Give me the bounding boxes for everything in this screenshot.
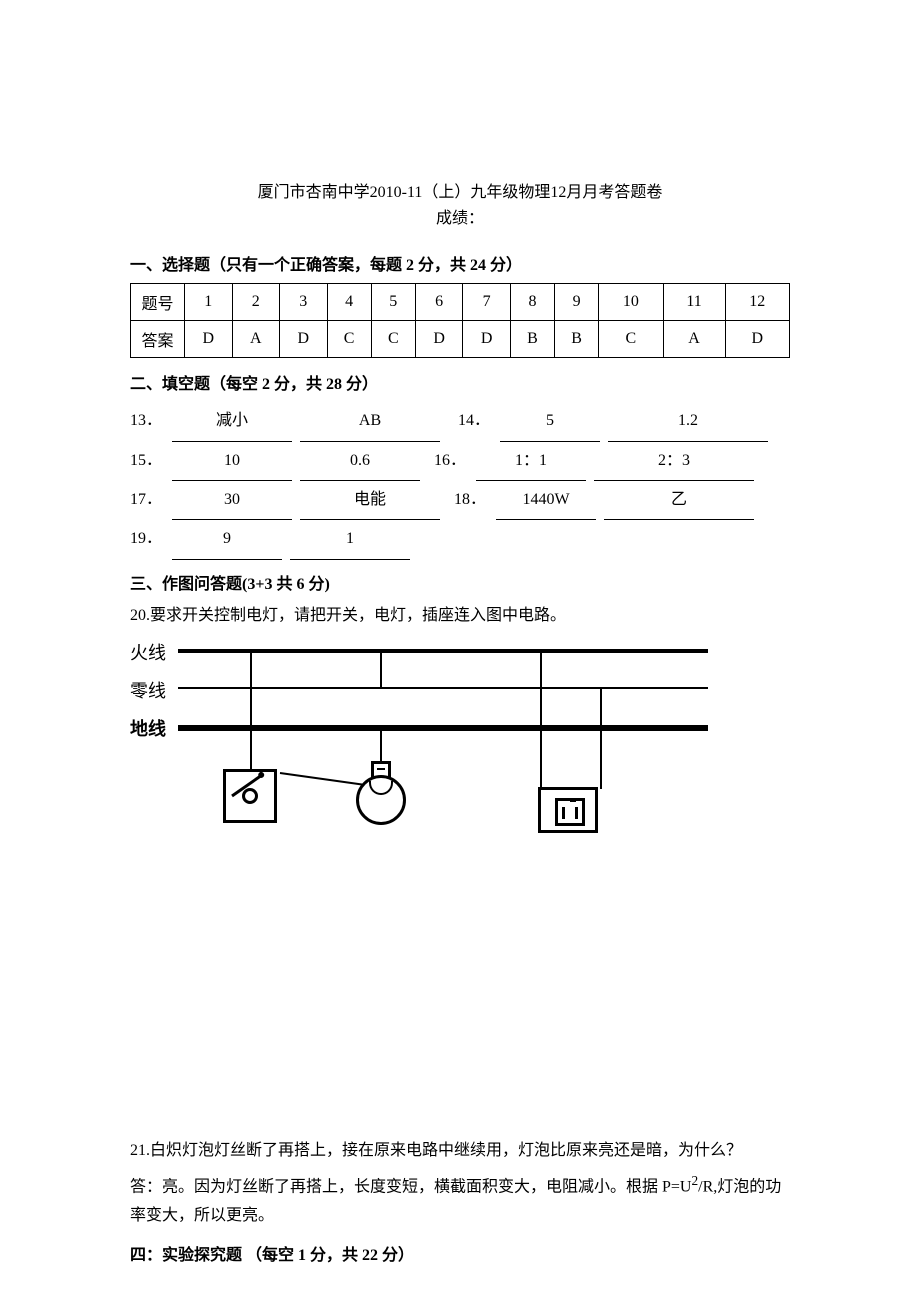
spacer bbox=[130, 867, 790, 1137]
switch-arm bbox=[231, 774, 262, 797]
mc-answer: A bbox=[663, 321, 725, 358]
blank: AB bbox=[300, 402, 440, 441]
table-row: 题号 1 2 3 4 5 6 7 8 9 10 11 12 bbox=[131, 284, 790, 321]
ground-wire bbox=[178, 725, 708, 731]
switch-icon bbox=[223, 769, 277, 823]
fill-row-15-16: 15． 10 0.6 16． 1：1 2：3 bbox=[130, 442, 790, 481]
mc-answer: C bbox=[327, 321, 371, 358]
qnum: 19． bbox=[130, 520, 162, 558]
fill-row-13-14: 13． 减小 AB 14． 5 1.2 bbox=[130, 402, 790, 441]
row-label: 题号 bbox=[131, 284, 185, 321]
mc-answer: C bbox=[599, 321, 663, 358]
wire-stub bbox=[250, 729, 252, 769]
blank: 乙 bbox=[604, 481, 754, 520]
blank: 10 bbox=[172, 442, 292, 481]
fill-row-17-18: 17． 30 电能 18． 1440W 乙 bbox=[130, 481, 790, 520]
score-label: 成绩： bbox=[130, 206, 790, 232]
live-wire-label: 火线 bbox=[130, 639, 166, 665]
col-num: 11 bbox=[663, 284, 725, 321]
col-num: 10 bbox=[599, 284, 663, 321]
col-num: 8 bbox=[510, 284, 554, 321]
blank: 2：3 bbox=[594, 442, 754, 481]
blank: 1.2 bbox=[608, 402, 768, 441]
col-num: 6 bbox=[415, 284, 463, 321]
col-num: 2 bbox=[232, 284, 280, 321]
wire-stub bbox=[600, 729, 602, 789]
mc-answer: D bbox=[463, 321, 511, 358]
qnum: 17． bbox=[130, 481, 162, 519]
mc-answer: D bbox=[280, 321, 328, 358]
mc-answer: B bbox=[510, 321, 554, 358]
wire-stub bbox=[380, 729, 382, 761]
col-num: 9 bbox=[555, 284, 599, 321]
mc-answer: D bbox=[725, 321, 789, 358]
col-num: 3 bbox=[280, 284, 328, 321]
col-num: 1 bbox=[185, 284, 233, 321]
ground-wire-label: 地线 bbox=[130, 715, 166, 741]
exam-title-block: 厦门市杏南中学2010-11（上）九年级物理12月月考答题卷 成绩： bbox=[130, 180, 790, 231]
wire-drop bbox=[540, 649, 542, 729]
wire-stub bbox=[540, 729, 542, 789]
exam-title: 厦门市杏南中学2010-11（上）九年级物理12月月考答题卷 bbox=[130, 180, 790, 206]
blank: 电能 bbox=[300, 481, 440, 520]
qnum: 14． bbox=[458, 402, 490, 440]
blank: 减小 bbox=[172, 402, 292, 441]
section2-heading: 二、填空题（每空 2 分，共 28 分） bbox=[130, 370, 790, 394]
blank: 1 bbox=[290, 520, 410, 559]
blank: 30 bbox=[172, 481, 292, 520]
section1-heading: 一、选择题（只有一个正确答案，每题 2 分，共 24 分） bbox=[130, 251, 790, 275]
q21-answer-part1: 答：亮。因为灯丝断了再搭上，长度变短，横截面积变大，电阻减小。根据 P=U bbox=[130, 1179, 691, 1196]
socket-inner bbox=[555, 798, 585, 826]
blank: 5 bbox=[500, 402, 600, 441]
mc-answer: B bbox=[555, 321, 599, 358]
socket-icon bbox=[538, 787, 598, 833]
mc-answer: C bbox=[371, 321, 415, 358]
circuit-diagram: 火线 零线 地线 bbox=[130, 637, 730, 867]
wire-drop bbox=[380, 649, 382, 689]
live-wire bbox=[178, 649, 708, 653]
col-num: 7 bbox=[463, 284, 511, 321]
neutral-wire-label: 零线 bbox=[130, 677, 166, 703]
wire-diagonal bbox=[280, 772, 369, 787]
col-num: 12 bbox=[725, 284, 789, 321]
q21-stem: 21.白炽灯泡灯丝断了再搭上，接在原来电路中继续用，灯泡比原来亮还是暗，为什么？ bbox=[130, 1137, 790, 1166]
qnum: 13． bbox=[130, 402, 162, 440]
table-row: 答案 D A D C C D D B B C A D bbox=[131, 321, 790, 358]
qnum: 18． bbox=[454, 481, 486, 519]
mc-answer: D bbox=[185, 321, 233, 358]
qnum: 16． bbox=[434, 442, 466, 480]
col-num: 5 bbox=[371, 284, 415, 321]
mc-answer: A bbox=[232, 321, 280, 358]
row-label: 答案 bbox=[131, 321, 185, 358]
blank: 0.6 bbox=[300, 442, 420, 481]
qnum: 15． bbox=[130, 442, 162, 480]
mc-answer: D bbox=[415, 321, 463, 358]
blank: 1：1 bbox=[476, 442, 586, 481]
blank: 1440W bbox=[496, 481, 596, 520]
q21-answer: 答：亮。因为灯丝断了再搭上，长度变短，横截面积变大，电阻减小。根据 P=U2/R… bbox=[130, 1169, 790, 1231]
section3-heading: 三、作图问答题(3+3 共 6 分) bbox=[130, 570, 790, 594]
blank: 9 bbox=[172, 520, 282, 559]
fill-row-19: 19． 9 1 bbox=[130, 520, 790, 559]
col-num: 4 bbox=[327, 284, 371, 321]
wire-drop bbox=[600, 687, 602, 729]
q20-stem: 20.要求开关控制电灯，请把开关，电灯，插座连入图中电路。 bbox=[130, 602, 790, 631]
neutral-wire bbox=[178, 687, 708, 689]
section4-heading: 四：实验探究题 （每空 1 分，共 22 分） bbox=[130, 1241, 790, 1265]
mc-answer-table: 题号 1 2 3 4 5 6 7 8 9 10 11 12 答案 D A D C… bbox=[130, 283, 790, 358]
